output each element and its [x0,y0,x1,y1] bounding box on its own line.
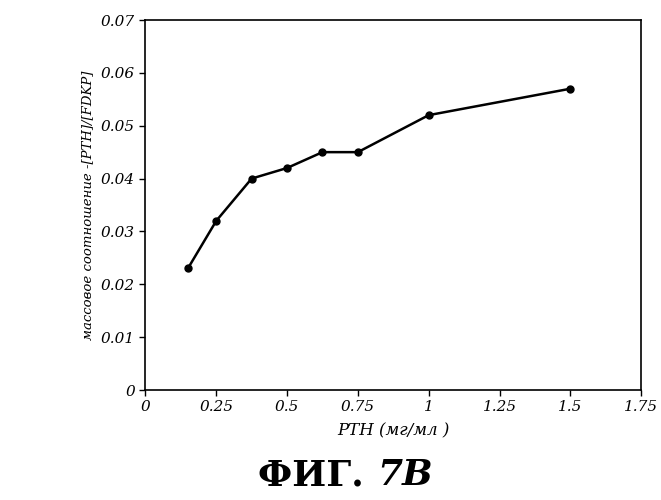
Text: 7В: 7В [377,458,432,492]
X-axis label: PTH (мг/мл ): PTH (мг/мл ) [337,423,449,440]
Text: ФИГ.: ФИГ. [258,458,377,492]
Y-axis label: массовое соотношение -[PTH]/[FDKP]: массовое соотношение -[PTH]/[FDKP] [81,70,94,340]
